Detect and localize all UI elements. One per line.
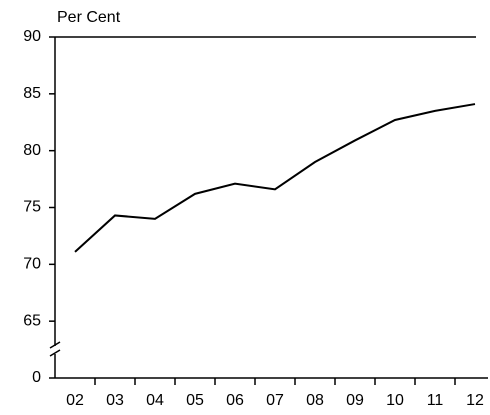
data-line	[74, 103, 476, 253]
y-tick-label: 65	[23, 312, 41, 329]
x-tick-label: 09	[346, 392, 364, 409]
x-tick-label: 08	[306, 392, 324, 409]
axis-break	[49, 341, 61, 349]
x-tick-label: 07	[266, 392, 284, 409]
y-tick-label: 75	[23, 199, 41, 216]
x-tick-label: 10	[386, 392, 404, 409]
x-tick-label: 04	[146, 392, 164, 409]
x-tick-label: 02	[66, 392, 84, 409]
x-tick-label: 11	[427, 392, 444, 409]
x-tick-label: 12	[466, 392, 484, 409]
y-tick-label: 80	[23, 142, 41, 159]
x-tick-label: 06	[226, 392, 244, 409]
y-tick-label: 70	[23, 256, 41, 273]
y-tick-label: 85	[23, 85, 41, 102]
y-tick-label: 90	[23, 28, 41, 45]
y-axis-label: Per Cent	[57, 9, 121, 26]
x-tick-label: 05	[186, 392, 204, 409]
axis-break	[49, 349, 61, 357]
x-tick-label: 03	[106, 392, 124, 409]
y-tick-label: 0	[32, 369, 41, 386]
